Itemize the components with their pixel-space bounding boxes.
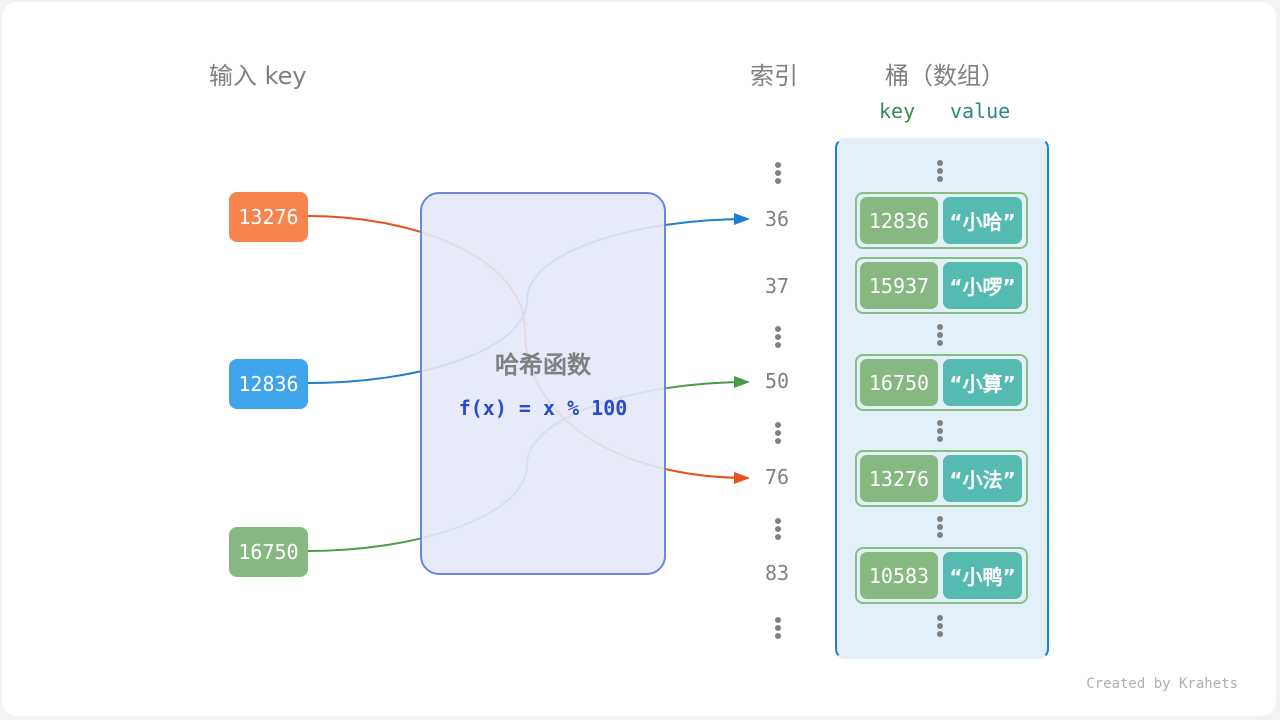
index-label: 76	[764, 465, 790, 489]
entry-value: “小算”	[943, 359, 1022, 406]
bucket-entry: 12836 “小哈”	[855, 192, 1028, 249]
ellipsis-icon	[937, 160, 943, 184]
hash-function-title: 哈希函数	[495, 351, 591, 379]
ellipsis-icon	[937, 516, 943, 540]
ellipsis-icon	[775, 617, 781, 641]
entry-key: 12836	[860, 197, 938, 244]
bucket-heading: 桶（数组）	[885, 62, 1005, 90]
entry-key: 10583	[860, 552, 938, 599]
ellipsis-icon	[775, 162, 781, 186]
input-key: 12836	[229, 359, 308, 409]
entry-value: “小鸭”	[943, 552, 1022, 599]
ellipsis-icon	[775, 326, 781, 350]
bucket-entry: 15937 “小啰”	[855, 257, 1028, 314]
hash-formula: f(x) = x % 100	[458, 396, 628, 420]
index-heading: 索引	[750, 62, 798, 90]
ellipsis-icon	[937, 324, 943, 348]
bucket-entry: 16750 “小算”	[855, 354, 1028, 411]
ellipsis-icon	[775, 518, 781, 542]
entry-key: 13276	[860, 455, 938, 502]
credit-text: Created by Krahets	[1086, 676, 1238, 692]
index-label: 83	[764, 561, 790, 585]
entry-value: “小哈”	[943, 197, 1022, 244]
entry-key: 16750	[860, 359, 938, 406]
input-key-heading: 输入 key	[209, 62, 307, 90]
index-label: 50	[764, 369, 790, 393]
entry-value: “小法”	[943, 455, 1022, 502]
bucket-entry: 10583 “小鸭”	[855, 547, 1028, 604]
index-label: 36	[764, 207, 790, 231]
ellipsis-icon	[937, 420, 943, 444]
bucket-entry: 13276 “小法”	[855, 450, 1028, 507]
entry-key: 15937	[860, 262, 938, 309]
index-label: 37	[764, 274, 790, 298]
hash-function-box	[420, 192, 666, 575]
ellipsis-icon	[937, 615, 943, 639]
ellipsis-icon	[775, 422, 781, 446]
input-key: 13276	[229, 192, 308, 242]
value-column-label: value	[950, 99, 1011, 123]
key-column-label: key	[879, 99, 916, 123]
entry-value: “小啰”	[943, 262, 1022, 309]
input-key: 16750	[229, 527, 308, 577]
